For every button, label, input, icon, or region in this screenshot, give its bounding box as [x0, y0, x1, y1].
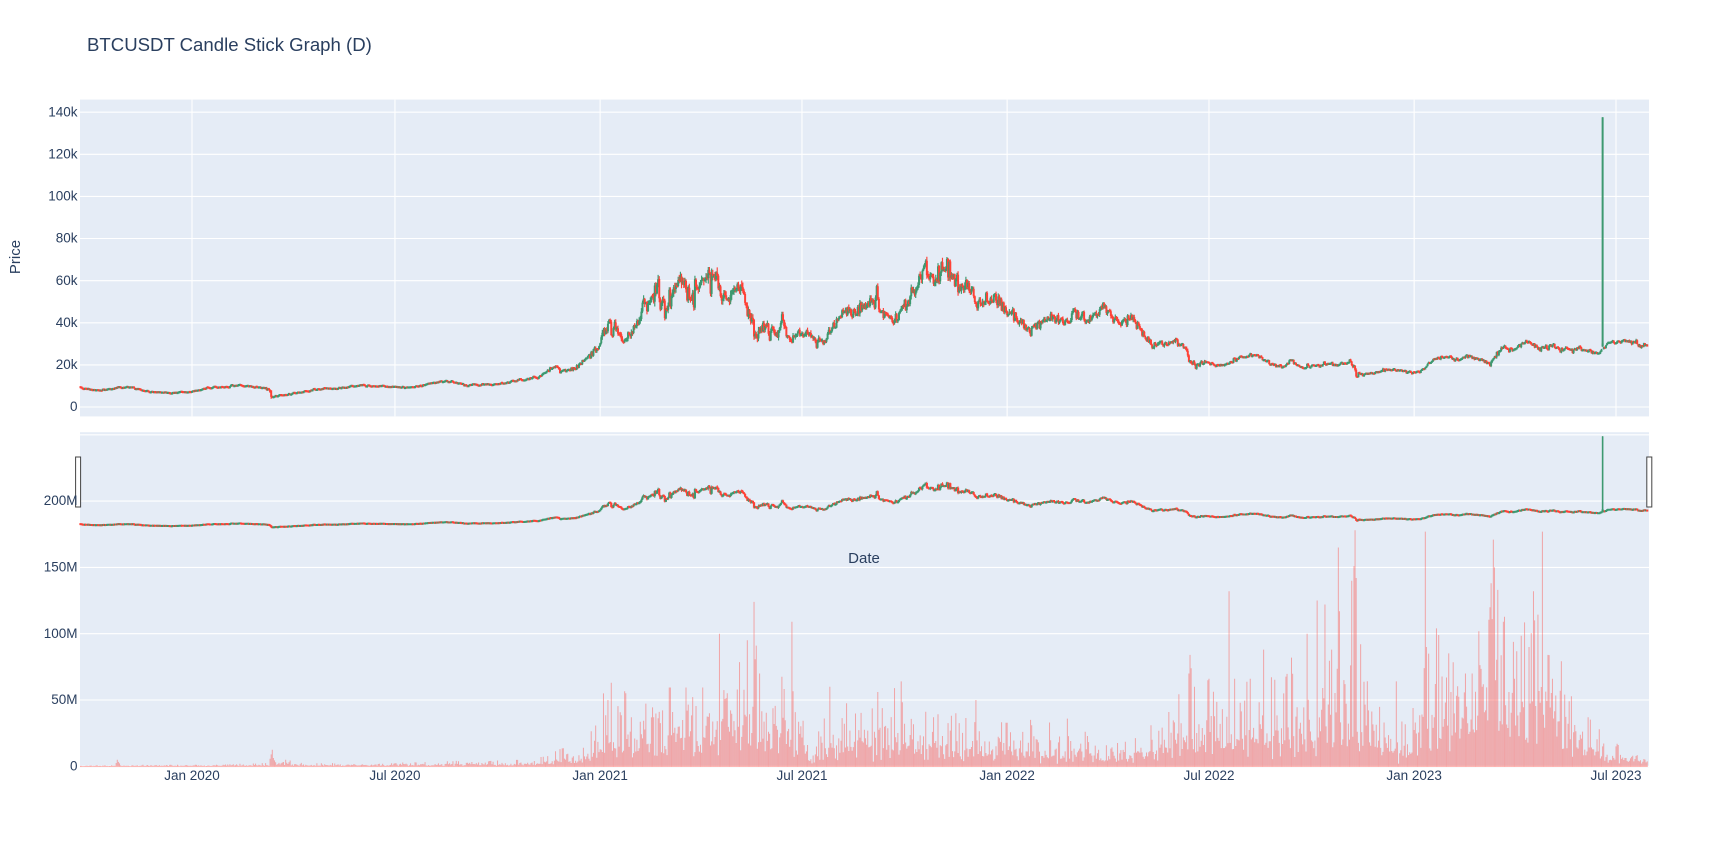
svg-text:Jan 2023: Jan 2023 — [1386, 768, 1442, 783]
svg-text:40k: 40k — [56, 315, 78, 330]
svg-text:BTCUSDT Candle Stick Graph (D): BTCUSDT Candle Stick Graph (D) — [87, 34, 372, 55]
svg-text:Date: Date — [848, 550, 880, 567]
svg-text:Jul 2021: Jul 2021 — [776, 768, 827, 783]
svg-text:Jan 2021: Jan 2021 — [572, 768, 628, 783]
svg-text:Jul 2023: Jul 2023 — [1590, 768, 1641, 783]
svg-text:100M: 100M — [44, 626, 78, 641]
svg-text:50M: 50M — [51, 692, 77, 707]
svg-text:Jul 2022: Jul 2022 — [1183, 768, 1234, 783]
svg-text:Price: Price — [7, 240, 24, 274]
svg-text:Jan 2022: Jan 2022 — [979, 768, 1035, 783]
svg-text:0: 0 — [70, 399, 78, 414]
svg-text:Jul 2020: Jul 2020 — [369, 768, 420, 783]
svg-text:20k: 20k — [56, 357, 78, 372]
svg-text:200M: 200M — [44, 493, 78, 508]
svg-text:120k: 120k — [48, 146, 78, 161]
svg-text:100k: 100k — [48, 188, 78, 203]
svg-text:150M: 150M — [44, 559, 78, 574]
svg-text:140k: 140k — [48, 104, 78, 119]
svg-text:60k: 60k — [56, 273, 78, 288]
svg-text:80k: 80k — [56, 231, 78, 246]
svg-text:Jan 2020: Jan 2020 — [164, 768, 220, 783]
svg-text:0: 0 — [70, 758, 78, 773]
